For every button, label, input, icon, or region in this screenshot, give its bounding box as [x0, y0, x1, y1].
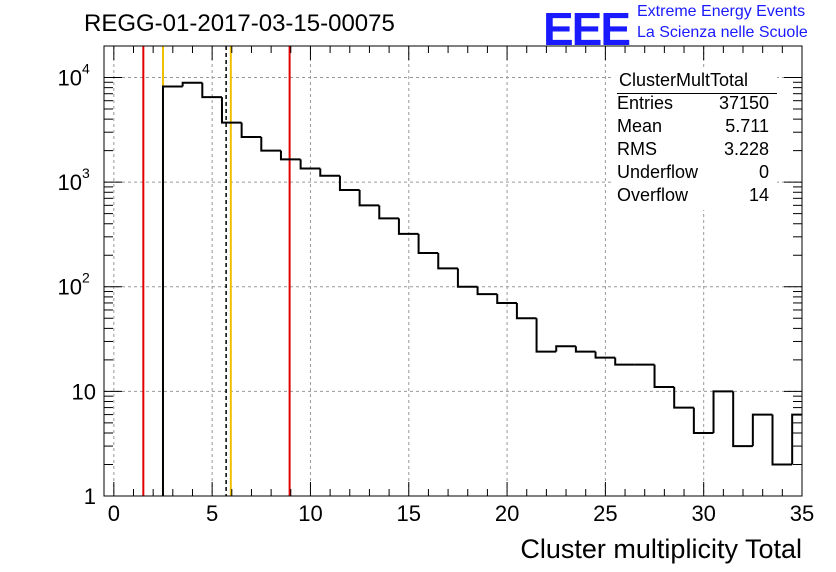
histogram-bin: [220, 97, 242, 124]
histogram-bin: [358, 190, 380, 207]
marker-lines: [142, 46, 291, 496]
histogram-bin: [712, 390, 734, 434]
histogram-bin: [338, 175, 360, 192]
logo-line-1: Extreme Energy Events: [637, 3, 806, 20]
stats-value: 3.228: [723, 139, 769, 159]
stats-box: ClusterMultTotal Entries 37150 Mean 5.71…: [611, 70, 777, 210]
chart-title: REGG-01-2017-03-15-00075: [84, 10, 395, 37]
x-axis-label: Cluster multiplicity Total: [520, 534, 802, 564]
histogram-bin: [535, 318, 557, 353]
histogram-bin: [574, 346, 596, 353]
x-tick-label: 25: [593, 501, 617, 526]
stats-row-overflow: Overflow 14: [617, 185, 769, 207]
stats-divider: [617, 93, 777, 94]
stats-key: Overflow: [617, 185, 689, 205]
stats-value: 5.711: [725, 116, 769, 136]
histogram-bin: [496, 294, 517, 304]
histogram-bars: [161, 81, 802, 496]
x-tick-label: 35: [790, 501, 814, 526]
histogram-bin: [417, 233, 439, 255]
y-tick-label: 10: [58, 65, 82, 90]
histogram-bin: [673, 387, 694, 409]
histogram-bin: [771, 414, 793, 466]
x-tick-label: 20: [495, 501, 519, 526]
histogram-bin: [594, 351, 616, 359]
x-tick-label: 10: [298, 501, 322, 526]
stats-key: RMS: [617, 139, 657, 159]
x-tick-label: 5: [206, 501, 218, 526]
stats-value: 0: [758, 162, 769, 182]
x-tick-label: 15: [397, 501, 421, 526]
logo-line-2: La Scienza nelle Scuole: [637, 24, 808, 41]
stats-row-rms: RMS 3.228: [617, 139, 769, 161]
histogram-bin: [614, 357, 635, 366]
y-tick-label: 10: [58, 170, 82, 195]
histogram-bin: [515, 302, 537, 320]
histogram-bin: [397, 218, 419, 235]
y-tick-label: 10: [58, 275, 82, 300]
histogram-bin: [319, 168, 340, 177]
stats-key: Mean: [617, 116, 663, 136]
stats-title: ClusterMultTotal: [619, 70, 749, 90]
stats-key: Entries: [617, 93, 674, 113]
stats-row-entries: Entries 37150: [617, 93, 769, 115]
histogram-bin: [456, 268, 478, 288]
stats-row-underflow: Underflow 0: [617, 162, 769, 184]
histogram-bin: [555, 345, 576, 352]
stats-key: Underflow: [617, 162, 699, 182]
eee-logo: EEE: [543, 3, 631, 55]
histogram-bin: [279, 150, 301, 161]
stats-value: 14: [748, 185, 769, 205]
x-tick-label: 0: [108, 501, 120, 526]
plot-frame: [103, 45, 803, 497]
stats-value: 37150: [718, 93, 769, 113]
histogram-bin: [692, 407, 714, 435]
histogram-bin: [299, 159, 321, 170]
histogram-bin: [201, 82, 222, 99]
histogram-bin: [653, 364, 675, 389]
histogram-bin: [240, 122, 262, 138]
y-tick-exponent: 2: [82, 270, 90, 286]
y-tick-exponent: 3: [82, 165, 90, 181]
histogram-bin: [161, 85, 183, 496]
y-tick-label: 10: [72, 379, 96, 404]
histogram-bin: [378, 205, 399, 220]
histogram-bin: [260, 136, 281, 152]
y-tick-label: 1: [84, 484, 96, 509]
histogram-bin: [732, 391, 753, 448]
y-tick-exponent: 4: [82, 60, 90, 76]
histogram-bin: [181, 81, 203, 87]
histogram-bin: [751, 413, 773, 447]
stats-row-mean: Mean 5.711: [617, 116, 769, 138]
histogram-bin: [791, 413, 802, 465]
x-tick-label: 30: [691, 501, 715, 526]
grid-lines: [104, 46, 803, 496]
histogram-bin: [437, 253, 458, 270]
histogram-bin: [476, 286, 498, 296]
